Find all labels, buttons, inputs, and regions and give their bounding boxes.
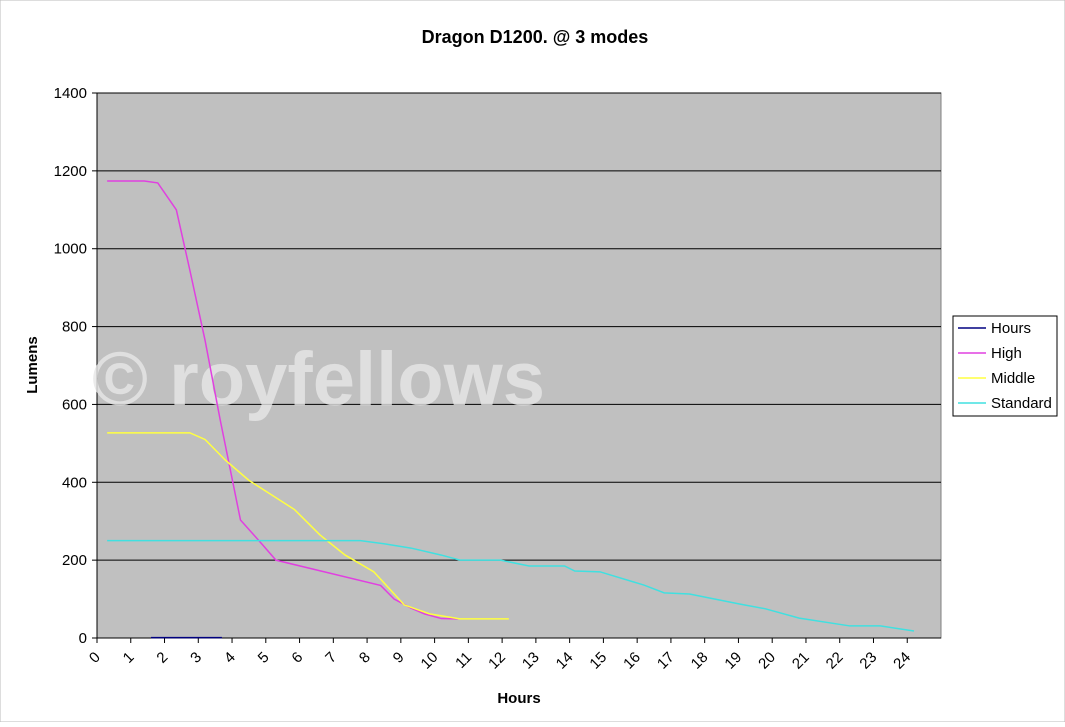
- series-line: [107, 432, 509, 620]
- legend-label: High: [991, 345, 1022, 362]
- chart-title: Dragon D1200. @ 3 modes: [422, 27, 649, 47]
- legend-box: [952, 315, 1058, 417]
- y-tick-label: 1000: [54, 241, 87, 258]
- y-axis-label: Lumens: [24, 336, 41, 394]
- y-tick-label: 1200: [54, 163, 87, 180]
- series-line: [107, 539, 915, 632]
- x-axis-label: Hours: [497, 690, 540, 707]
- legend-label: Hours: [991, 320, 1031, 337]
- legend-label: Middle: [991, 370, 1035, 387]
- watermark: © royfellows: [92, 337, 545, 422]
- y-tick-label: 800: [62, 319, 87, 336]
- series-line: [107, 180, 459, 620]
- y-tick-label: 400: [62, 474, 87, 491]
- y-tick-label: 600: [62, 396, 87, 413]
- legend-label: Standard: [991, 395, 1052, 412]
- plot-area: [96, 92, 942, 639]
- y-tick-label: 200: [62, 552, 87, 569]
- y-tick-label: 1400: [54, 85, 87, 102]
- y-tick-label: 0: [79, 630, 87, 647]
